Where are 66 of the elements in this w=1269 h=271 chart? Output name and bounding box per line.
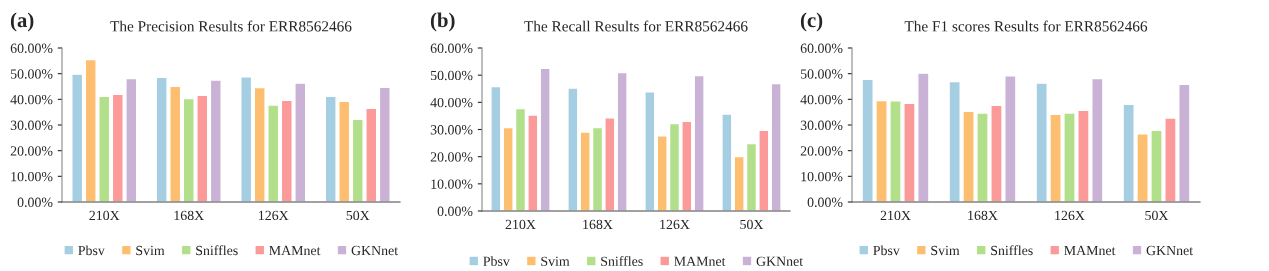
text: (b): [430, 12, 455, 32]
legend-label: MAMnet: [1064, 245, 1116, 256]
legend-label: Pbsv: [78, 245, 105, 256]
bar: [770, 82, 782, 211]
y-tick-label: 40.00%: [10, 94, 53, 105]
y-tick-label: 60.00%: [430, 43, 473, 54]
legend-label: GKNnet: [351, 245, 399, 256]
y-tick-label: 40.00%: [800, 94, 843, 105]
y-tick-label: 20.00%: [10, 146, 53, 156]
legend-label: Pbsv: [483, 256, 510, 266]
text: (a): [10, 12, 34, 32]
y-tick-label: 0.00%: [807, 197, 843, 208]
legend-label: MAMnet: [269, 245, 321, 256]
bar: [567, 87, 579, 211]
bar: [240, 76, 253, 202]
bar: [539, 67, 551, 211]
y-tick-label: 30.00%: [430, 125, 473, 135]
chart-title: The F1 scores Results for ERR8562466: [904, 20, 1148, 32]
bar: [616, 71, 628, 211]
y-tick-label: 10.00%: [431, 179, 473, 189]
bar: [378, 86, 391, 202]
legend-label: Sniffles: [601, 256, 643, 266]
y-tick-label: 0.00%: [437, 206, 473, 217]
y-tick-label: 50.00%: [430, 70, 473, 81]
y-tick-label: 10.00%: [11, 171, 53, 182]
bar: [71, 73, 84, 202]
x-tick-label: 168X: [583, 219, 613, 230]
x-tick-label: 126X: [259, 210, 289, 221]
y-tick-label: 50.00%: [800, 69, 843, 79]
x-tick-label: 168X: [174, 210, 204, 221]
legend-label: Sniffles: [196, 245, 238, 256]
y-tick-label: 60.00%: [800, 43, 843, 54]
y-tick-label: 10.00%: [801, 171, 843, 182]
y-tick-label: 30.00%: [10, 120, 53, 131]
bar: [490, 85, 502, 211]
x-tick-label: 126X: [660, 219, 690, 230]
y-tick-label: 20.00%: [430, 152, 473, 162]
y-tick-label: 60.00%: [10, 43, 53, 54]
y-tick-label: 40.00%: [430, 97, 473, 108]
x-tick-label: 168X: [968, 210, 998, 221]
x-tick-label: 50X: [1145, 210, 1169, 221]
legend-label: MAMnet: [674, 256, 726, 266]
chart-title: The Precision Results for ERR8562466: [110, 20, 352, 32]
legend-label: Svim: [541, 256, 570, 266]
bar: [209, 79, 222, 202]
legend-label: Svim: [931, 245, 960, 256]
x-tick-label: 126X: [1055, 210, 1085, 221]
x-tick-label: 50X: [346, 210, 370, 221]
legend-label: Sniffles: [991, 245, 1033, 256]
x-tick-label: 210X: [880, 210, 911, 221]
bar: [721, 113, 733, 211]
x-tick-label: 210X: [89, 210, 120, 221]
y-tick-label: 30.00%: [800, 120, 843, 131]
legend-label: GKNnet: [756, 256, 804, 266]
x-tick-label: 210X: [505, 219, 536, 230]
x-tick-label: 50X: [740, 219, 764, 230]
legend-label: Svim: [136, 245, 165, 256]
y-tick-label: 0.00%: [17, 197, 53, 208]
y-tick-label: 20.00%: [800, 146, 843, 156]
bar: [644, 91, 656, 211]
y-tick-label: 50.00%: [10, 69, 53, 79]
legend-label: GKNnet: [1146, 245, 1194, 256]
text: (c): [800, 12, 823, 32]
bar: [693, 74, 705, 211]
chart-title: The Recall Results for ERR8562466: [524, 20, 748, 32]
legend-label: Pbsv: [873, 245, 900, 256]
